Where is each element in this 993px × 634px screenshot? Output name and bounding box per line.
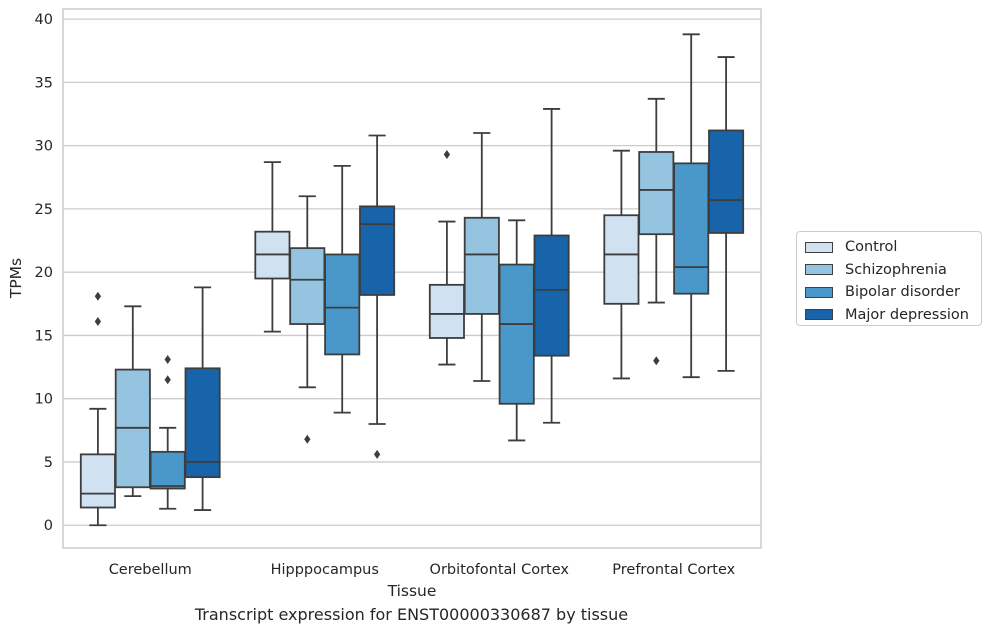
legend-label: Bipolar disorder	[845, 284, 960, 301]
x-tick-label: Hipppocampus	[271, 562, 379, 578]
box	[463, 132, 500, 382]
y-tick-label: 20	[35, 265, 53, 281]
box-body	[533, 234, 570, 357]
box-body	[359, 205, 396, 296]
box	[498, 219, 535, 442]
box	[533, 108, 570, 424]
box	[638, 97, 675, 366]
legend-swatch	[805, 241, 833, 253]
legend-item: Major depression	[805, 304, 981, 327]
x-tick-labels: Cerebellum Hipppocampus Orbitofontal Corte…	[109, 562, 736, 578]
box	[254, 161, 291, 333]
box	[359, 134, 396, 459]
box-body	[463, 216, 500, 315]
x-tick-label: Prefrontal Cortex	[612, 562, 735, 578]
box	[114, 305, 151, 498]
box	[184, 286, 221, 511]
legend-item: Control	[805, 236, 981, 259]
outlier-point	[164, 354, 171, 364]
x-tick-label: Cerebellum	[109, 562, 192, 578]
legend-label: Schizophrenia	[845, 261, 947, 278]
legend-swatch	[805, 309, 833, 321]
y-tick-label: 35	[35, 75, 53, 91]
series-schizophrenia	[114, 97, 675, 498]
y-tick-label: 0	[44, 518, 53, 534]
box-body	[289, 247, 326, 325]
x-tick-label: Orbitofontal Cortex	[430, 562, 570, 578]
legend-label: Control	[845, 239, 898, 256]
box-body	[184, 367, 221, 479]
chart-caption: Transcript expression for ENST0000033068…	[194, 605, 629, 624]
box-body	[428, 283, 465, 339]
outlier-point	[164, 375, 171, 385]
y-tick-label: 15	[35, 328, 53, 344]
legend-item: Bipolar disorder	[805, 281, 981, 304]
box-series	[79, 33, 745, 527]
box-body	[673, 162, 710, 295]
y-tick-label: 5	[44, 455, 53, 471]
box-body	[79, 453, 116, 509]
legend-swatch	[805, 264, 833, 276]
box	[673, 33, 710, 379]
box-body	[638, 151, 675, 236]
y-tick-label: 40	[35, 12, 53, 28]
series-major-depression	[184, 56, 745, 511]
outlier-point	[94, 317, 102, 327]
legend: Control Schizophrenia Bipolar disorder Majo…	[796, 231, 982, 326]
outlier-point	[653, 356, 660, 366]
box	[324, 164, 361, 414]
box	[428, 150, 465, 366]
legend-label: Major depression	[845, 306, 969, 323]
box-body	[149, 450, 186, 490]
outlier-point	[443, 150, 451, 160]
box	[708, 56, 745, 372]
box	[289, 195, 326, 444]
y-tick-labels: 0 5 10 15 20 25 30 35 40	[35, 12, 53, 534]
y-tick-label: 10	[35, 392, 53, 408]
box	[79, 291, 116, 527]
x-axis-label: Tissue	[387, 582, 437, 600]
legend-swatch	[805, 286, 833, 298]
outlier-point	[373, 449, 381, 459]
y-tick-label: 25	[35, 202, 53, 218]
box-body	[498, 263, 535, 405]
box	[149, 354, 186, 510]
y-tick-label: 30	[35, 139, 53, 155]
outlier-point	[94, 291, 102, 301]
outlier-point	[304, 434, 311, 444]
box-body	[324, 253, 361, 356]
legend-item: Schizophrenia	[805, 259, 981, 282]
series-bipolar-disorder	[149, 33, 710, 510]
box	[603, 149, 640, 380]
series-control	[79, 149, 640, 527]
plot-frame	[62, 8, 762, 549]
box-body	[603, 214, 640, 305]
box-body	[708, 129, 745, 234]
y-axis-label: TPMs	[7, 258, 25, 299]
